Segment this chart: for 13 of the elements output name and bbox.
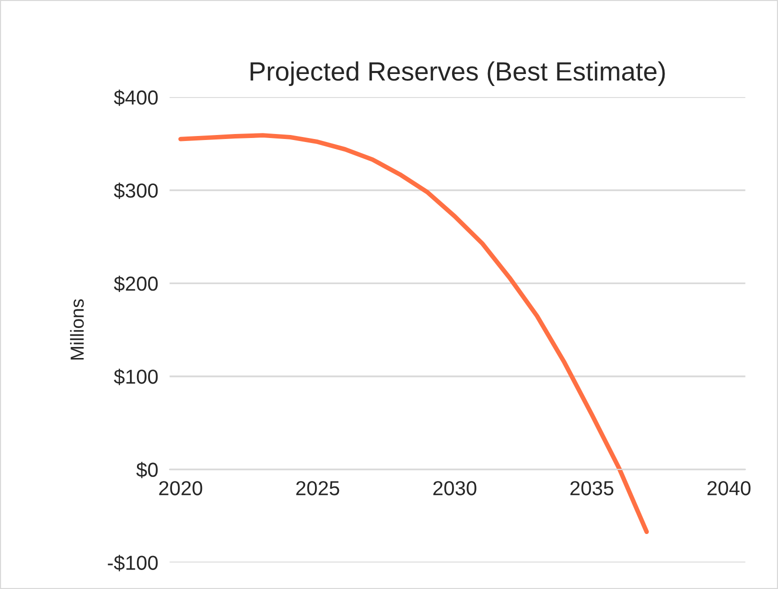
chart-title: Projected Reserves (Best Estimate)	[250, 61, 665, 86]
x-tick-label: 2040	[707, 481, 750, 496]
y-tick-label: $100	[114, 368, 158, 386]
x-tick-label: 2030	[433, 481, 476, 496]
x-tick-label: 2025	[296, 481, 340, 496]
y-axis-title: Millions	[70, 299, 84, 360]
y-tick-label: $200	[114, 276, 158, 292]
x-tick-label: 2035	[570, 481, 614, 496]
y-tick-label: $400	[114, 90, 158, 106]
x-tick-label: 2020	[159, 481, 202, 496]
y-tick-label: $0	[136, 462, 158, 478]
y-tick-label: $300	[114, 182, 158, 199]
y-tick-label: -$100	[108, 554, 158, 572]
